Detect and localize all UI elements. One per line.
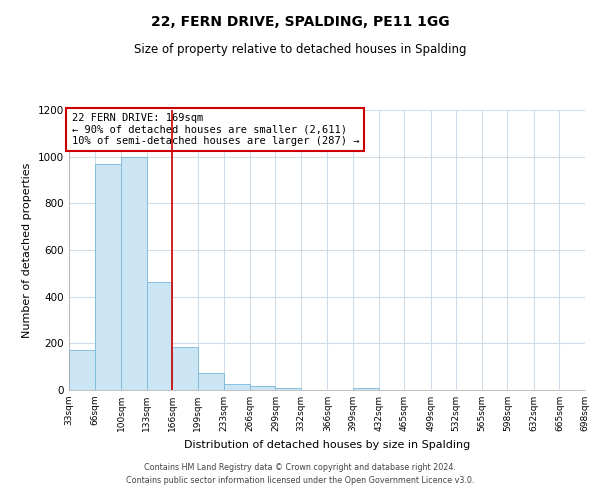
Text: Size of property relative to detached houses in Spalding: Size of property relative to detached ho… xyxy=(134,42,466,56)
Text: Contains HM Land Registry data © Crown copyright and database right 2024.: Contains HM Land Registry data © Crown c… xyxy=(144,464,456,472)
Bar xyxy=(224,384,250,390)
Bar xyxy=(69,350,95,390)
Bar xyxy=(172,347,198,390)
Bar xyxy=(198,372,224,390)
Bar xyxy=(146,282,172,390)
Text: 22, FERN DRIVE, SPALDING, PE11 1GG: 22, FERN DRIVE, SPALDING, PE11 1GG xyxy=(151,15,449,29)
X-axis label: Distribution of detached houses by size in Spalding: Distribution of detached houses by size … xyxy=(184,440,470,450)
Bar xyxy=(353,388,379,390)
Text: Contains public sector information licensed under the Open Government Licence v3: Contains public sector information licen… xyxy=(126,476,474,485)
Bar xyxy=(121,156,146,390)
Y-axis label: Number of detached properties: Number of detached properties xyxy=(22,162,32,338)
Bar xyxy=(250,386,275,390)
Text: 22 FERN DRIVE: 169sqm
← 90% of detached houses are smaller (2,611)
10% of semi-d: 22 FERN DRIVE: 169sqm ← 90% of detached … xyxy=(71,113,359,146)
Bar xyxy=(275,388,301,390)
Bar xyxy=(95,164,121,390)
